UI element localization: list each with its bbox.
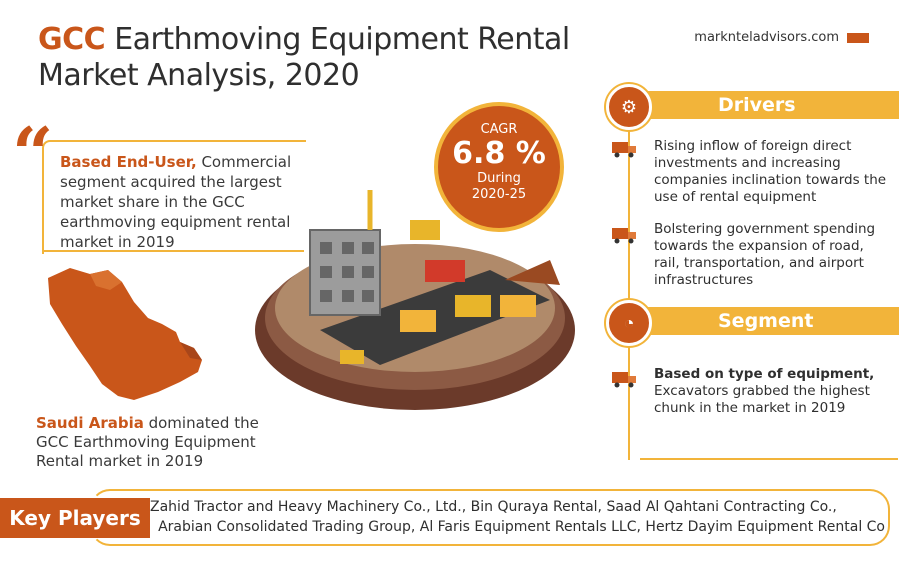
quote-box-frame: [42, 140, 306, 254]
truck-icon: [612, 226, 638, 249]
key-players-line1: Zahid Tractor and Heavy Machinery Co., L…: [150, 499, 837, 515]
driver-item-1: Rising inflow of foreign direct investme…: [654, 138, 887, 205]
key-players-label: Key Players: [0, 498, 150, 538]
truck-icon: [612, 370, 638, 393]
saudi-text: dominated the GCC Earthmoving Equipment …: [36, 414, 259, 470]
title-line2: Market Analysis, 2020: [38, 58, 360, 93]
driver-item-2: Bolstering government spending towards t…: [654, 221, 876, 288]
cagr-badge: CAGR 6.8 % During 2020-25: [434, 102, 564, 232]
cagr-label: CAGR: [480, 122, 518, 137]
construction-illustration: [250, 167, 580, 425]
key-players-frame: [90, 489, 890, 546]
cagr-value: 6.8 %: [452, 136, 546, 171]
quote-icon: “: [12, 111, 54, 196]
segment-banner: Segment: [628, 307, 899, 335]
title-highlight: GCC: [38, 22, 106, 57]
gears-icon: ⚙: [606, 84, 652, 130]
enduser-statement: Based End-User, Commercial segment acqui…: [60, 152, 300, 252]
saudi-highlight: Saudi Arabia: [36, 414, 144, 432]
saudi-statement: Saudi Arabia dominated the GCC Earthmovi…: [36, 414, 296, 471]
title-line1: Earthmoving Equipment Rental: [105, 22, 570, 57]
segment-statement: Based on type of equipment, Excavators g…: [654, 366, 889, 417]
enduser-highlight: Based End-User,: [60, 153, 197, 171]
cagr-period: 2020-25: [471, 187, 527, 202]
brand-site-text: marknteladvisors.com: [694, 30, 839, 45]
cagr-during: During: [477, 171, 521, 186]
pie-chart-icon: ◔: [606, 300, 652, 346]
drivers-banner: Drivers: [628, 91, 899, 119]
saudi-map-icon: [30, 260, 220, 415]
segment-text: Excavators grabbed the highest chunk in …: [654, 383, 870, 416]
brand-bar: [847, 32, 869, 43]
quote-box-underline: [42, 250, 304, 252]
right-panel-bottom-border: [640, 458, 898, 460]
page-title: GCC Earthmoving Equipment Rental Market …: [38, 22, 570, 94]
brand-site[interactable]: marknteladvisors.com: [694, 30, 869, 45]
segment-title: Segment: [718, 310, 814, 332]
segment-highlight: Based on type of equipment,: [654, 366, 875, 382]
truck-icon: [612, 140, 638, 163]
enduser-text: Commercial segment acquired the largest …: [60, 153, 292, 251]
key-players-line2: Arabian Consolidated Trading Group, Al F…: [158, 519, 885, 535]
drivers-title: Drivers: [718, 94, 796, 116]
right-panel-border: [628, 105, 630, 460]
